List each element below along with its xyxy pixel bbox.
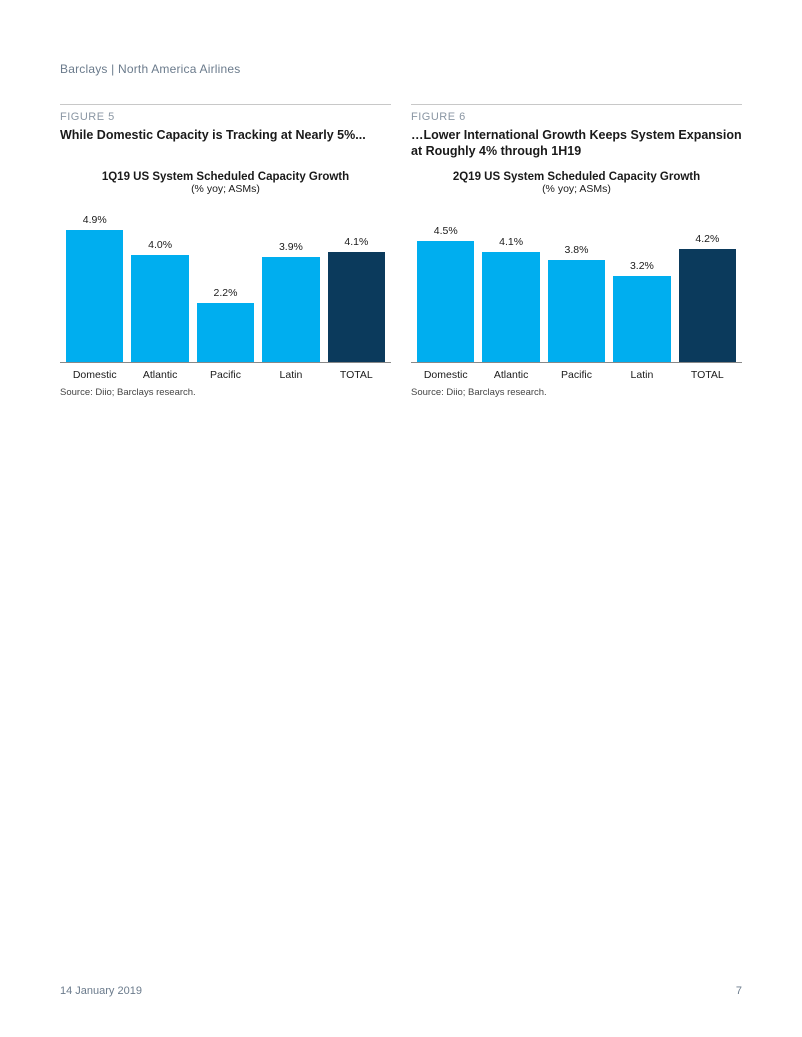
bar-chart: 4.5% 4.1% 3.8% 3.2% 4.2%	[411, 203, 742, 363]
bar-chart: 4.9% 4.0% 2.2% 3.9% 4.1%	[60, 203, 391, 363]
bar-value-label: 3.2%	[630, 260, 654, 272]
axis-category-label: Pacific	[193, 369, 258, 381]
axis-category-label: Latin	[258, 369, 323, 381]
figures-row: FIGURE 5 While Domestic Capacity is Trac…	[60, 104, 742, 398]
bar-value-label: 2.2%	[214, 287, 238, 299]
bar-value-label: 4.0%	[148, 239, 172, 251]
bar-slot: 4.5%	[413, 203, 478, 362]
bar-rect	[548, 260, 605, 362]
figure-caption: While Domestic Capacity is Tracking at N…	[60, 127, 391, 161]
bar-rect	[66, 230, 123, 362]
bar-value-label: 4.2%	[695, 233, 719, 245]
figure-number: FIGURE 5	[60, 111, 391, 123]
chart-title: 1Q19 US System Scheduled Capacity Growth	[60, 171, 391, 183]
chart-title: 2Q19 US System Scheduled Capacity Growth	[411, 171, 742, 183]
bar-slot: 2.2%	[193, 203, 258, 362]
axis-category-label: Domestic	[413, 369, 478, 381]
bar-rect	[679, 249, 736, 362]
axis-category-label: Atlantic	[478, 369, 543, 381]
axis-labels: DomesticAtlanticPacificLatinTOTAL	[60, 369, 391, 381]
bar-slot: 3.2%	[609, 203, 674, 362]
bar-rect	[328, 252, 385, 362]
chart-subtitle: (% yoy; ASMs)	[60, 183, 391, 195]
bar-rect	[262, 257, 319, 362]
bar-value-label: 4.9%	[83, 214, 107, 226]
bar-slot: 4.9%	[62, 203, 127, 362]
bar-value-label: 4.5%	[434, 225, 458, 237]
figure-panel-5: FIGURE 5 While Domestic Capacity is Trac…	[60, 104, 391, 398]
bar-slot: 4.1%	[324, 203, 389, 362]
axis-category-label: Latin	[609, 369, 674, 381]
page-header: Barclays | North America Airlines	[60, 62, 742, 76]
chart-source: Source: Diio; Barclays research.	[60, 387, 391, 398]
figure-number: FIGURE 6	[411, 111, 742, 123]
axis-category-label: Atlantic	[127, 369, 192, 381]
bar-rect	[417, 241, 474, 362]
axis-labels: DomesticAtlanticPacificLatinTOTAL	[411, 369, 742, 381]
bar-rect	[613, 276, 670, 362]
bar-rect	[131, 255, 188, 362]
bar-rect	[197, 303, 254, 362]
axis-category-label: TOTAL	[675, 369, 740, 381]
bar-value-label: 3.8%	[565, 244, 589, 256]
footer-date: 14 January 2019	[60, 985, 142, 997]
bar-slot: 4.1%	[478, 203, 543, 362]
figure-panel-6: FIGURE 6 …Lower International Growth Kee…	[411, 104, 742, 398]
figure-rule	[411, 104, 742, 105]
bar-slot: 4.2%	[675, 203, 740, 362]
footer-page-number: 7	[736, 985, 742, 997]
bar-slot: 3.9%	[258, 203, 323, 362]
page: Barclays | North America Airlines FIGURE…	[0, 0, 802, 1037]
axis-category-label: Pacific	[544, 369, 609, 381]
bar-slot: 3.8%	[544, 203, 609, 362]
page-footer: 14 January 2019 7	[60, 985, 742, 997]
axis-category-label: TOTAL	[324, 369, 389, 381]
bar-value-label: 4.1%	[499, 236, 523, 248]
figure-rule	[60, 104, 391, 105]
bar-rect	[482, 252, 539, 362]
figure-caption: …Lower International Growth Keeps System…	[411, 127, 742, 161]
axis-category-label: Domestic	[62, 369, 127, 381]
bar-slot: 4.0%	[127, 203, 192, 362]
chart-source: Source: Diio; Barclays research.	[411, 387, 742, 398]
bar-value-label: 3.9%	[279, 241, 303, 253]
chart-subtitle: (% yoy; ASMs)	[411, 183, 742, 195]
bar-value-label: 4.1%	[344, 236, 368, 248]
